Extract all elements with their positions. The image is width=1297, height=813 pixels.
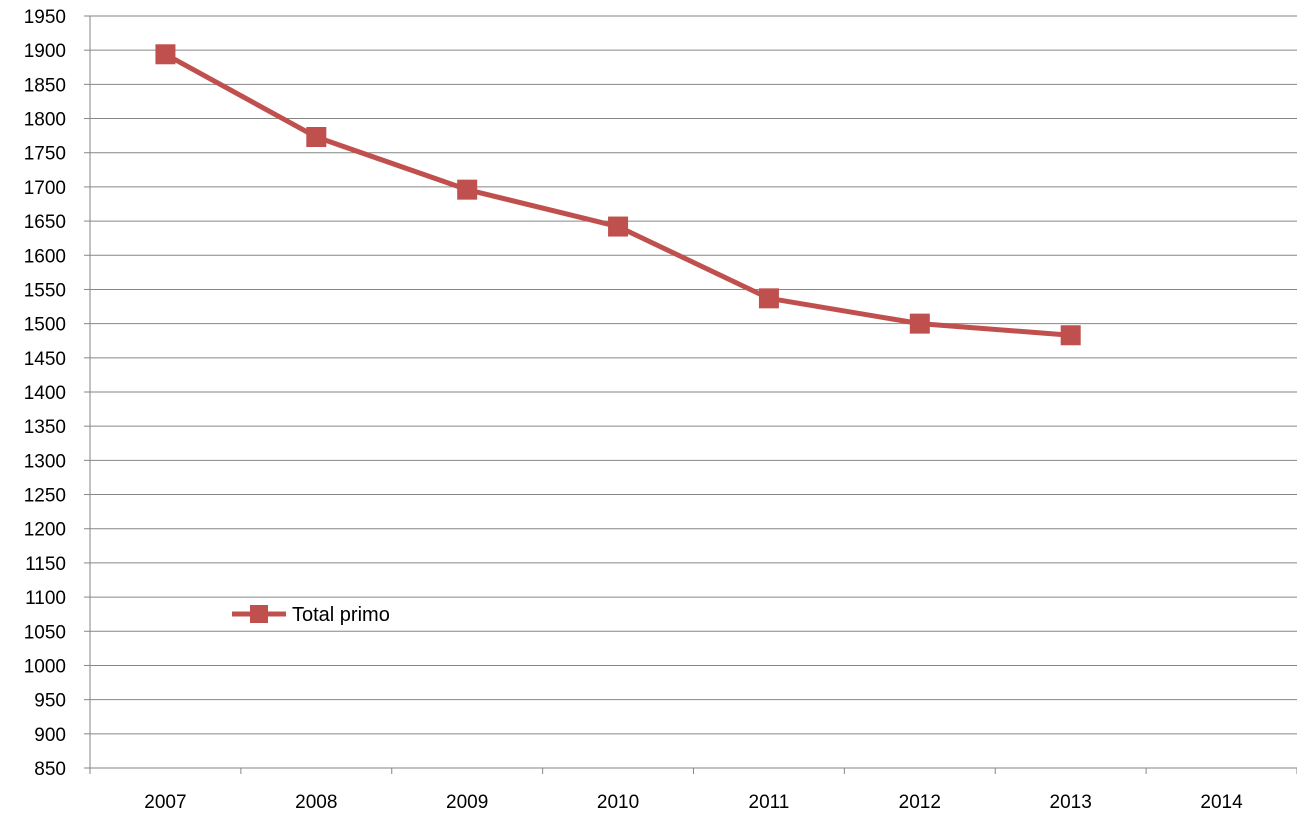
y-tick-label: 1800 (24, 110, 66, 131)
x-tick-label: 2010 (597, 792, 639, 813)
y-tick-label: 1350 (24, 417, 66, 438)
data-point-marker (1060, 325, 1081, 346)
y-tick-label: 1450 (24, 349, 66, 370)
x-tick-label: 2012 (899, 792, 941, 813)
y-tick-label: 1400 (24, 383, 66, 404)
series-line (164, 52, 1071, 338)
y-tick-label: 1300 (24, 451, 66, 472)
y-tick-label: 850 (34, 759, 66, 780)
y-tick-label: 1850 (24, 75, 66, 96)
y-axis-tick-labels: 850 900 950 1000 1050 1100 1150 1200 1250 1300 135… (24, 7, 66, 780)
y-tick-label: 1600 (24, 246, 66, 267)
y-tick-label: 1950 (24, 7, 66, 28)
gridlines (90, 15, 1297, 735)
y-tick-label: 900 (34, 725, 66, 746)
y-tick-label: 1900 (24, 41, 66, 62)
data-point-marker (457, 179, 478, 200)
data-point-marker (758, 288, 779, 309)
y-tick-label: 1700 (24, 178, 66, 199)
y-tick-label: 1500 (24, 315, 66, 336)
x-tick-label: 2007 (144, 792, 186, 813)
axes (84, 15, 1297, 774)
x-axis-tick-labels: 2007 2008 2009 2010 2011 2012 2013 2014 (144, 792, 1243, 813)
data-point-marker (608, 216, 629, 237)
x-tick-label: 2014 (1200, 792, 1243, 813)
series-layer (155, 44, 1081, 346)
y-tick-label: 950 (34, 691, 66, 712)
y-tick-label: 1750 (24, 144, 66, 165)
legend-label: Total primo (292, 604, 390, 626)
x-tick-label: 2008 (295, 792, 337, 813)
legend-marker-swatch (250, 605, 268, 623)
y-tick-label: 1200 (24, 520, 66, 541)
y-tick-label: 1250 (24, 486, 66, 507)
data-point-marker (306, 127, 327, 148)
x-tick-label: 2009 (446, 792, 488, 813)
data-point-marker (909, 313, 930, 334)
y-tick-label: 1650 (24, 212, 66, 233)
data-point-marker (155, 44, 176, 65)
x-tick-label: 2011 (749, 792, 790, 813)
y-tick-label: 1050 (24, 622, 66, 643)
y-tick-label: 1100 (25, 588, 66, 609)
y-tick-label: 1550 (24, 280, 66, 301)
x-tick-label: 2013 (1050, 792, 1092, 813)
y-tick-label: 1150 (25, 554, 66, 575)
y-tick-label: 1000 (24, 656, 66, 677)
legend: Total primo (232, 604, 390, 626)
